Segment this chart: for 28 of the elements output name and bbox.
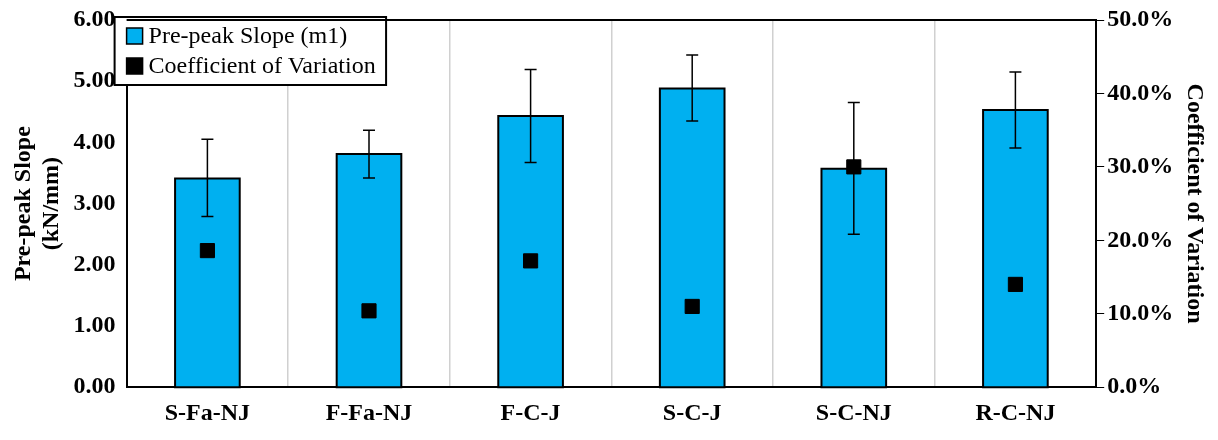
- legend-label: Coefficient of Variation: [148, 52, 376, 79]
- y-tick-label: 4.00: [73, 127, 116, 154]
- y-tick-label: 0.00: [73, 372, 116, 399]
- x-tick-label: F-Fa-NJ: [325, 398, 413, 425]
- point: [684, 298, 700, 314]
- y2-tick-label: 50.0%: [1107, 5, 1174, 32]
- y-tick-label: 6.00: [73, 5, 116, 32]
- y2-tick-label: 40.0%: [1107, 78, 1174, 105]
- y-axis-title: Pre-peak Slope (kN/mm): [8, 125, 64, 282]
- y-tick-label: 3.00: [73, 188, 116, 215]
- legend-label: Pre-peak Slope (m1): [148, 22, 348, 49]
- y-tick-label: 5.00: [73, 66, 116, 93]
- x-tick-label: S-Fa-NJ: [164, 398, 251, 425]
- y2-tick-label: 10.0%: [1107, 298, 1174, 325]
- y-tick-label: 2.00: [73, 250, 116, 276]
- point: [199, 243, 215, 259]
- y2-axis-title: Coefficient of Variation: [1183, 83, 1210, 324]
- x-tick-label: S-C-NJ: [815, 398, 892, 425]
- y2-tick-label: 0.0%: [1107, 372, 1162, 399]
- x-tick-label: S-C-J: [662, 398, 722, 425]
- x-tick-label: F-C-J: [500, 398, 561, 425]
- y-tick-label: 1.00: [73, 311, 116, 338]
- point: [361, 303, 377, 319]
- point: [1007, 276, 1023, 292]
- y2-tick-label: 20.0%: [1107, 225, 1174, 252]
- point: [523, 253, 539, 269]
- y2-tick-label: 30.0%: [1107, 152, 1174, 179]
- x-tick-label: R-C-NJ: [975, 398, 1056, 425]
